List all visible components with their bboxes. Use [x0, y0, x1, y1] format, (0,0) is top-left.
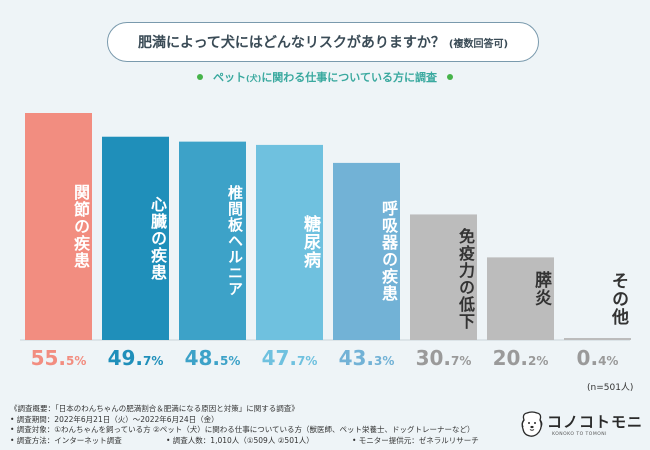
- bar-chart: [20, 113, 631, 341]
- footer-count: • 調査人数：1,010人（①509人 ②501人）: [166, 435, 314, 445]
- bar-1: [25, 113, 92, 340]
- footer-heading: 《調査概要：「日本のわんちゃんの肥満割合＆肥満になる原因と対策」に関する調査》: [10, 404, 299, 413]
- footer-provider: • モニター提供元：ゼネラルリサーチ: [352, 435, 479, 445]
- chart-title: 肥満によって犬にはどんなリスクがありますか？: [137, 35, 445, 51]
- value-label-8: 0.4%: [576, 346, 619, 370]
- bar-2: [102, 136, 169, 340]
- bar-label-7: 膵炎: [531, 271, 551, 308]
- subtitle-pre: ペット: [213, 71, 246, 84]
- bar-5: [333, 162, 400, 340]
- title-banner: 肥満によって犬にはどんなリスクがありますか？ (複数回答可): [107, 22, 539, 62]
- footer-target: • 調査対象：①わんちゃんを飼っている方 ②ペット（犬）に関わる仕事についている…: [10, 425, 475, 434]
- bullet-dot-right: [446, 74, 453, 80]
- chart-title-note: (複数回答可): [448, 38, 509, 50]
- value-label-4: 47.7%: [261, 346, 318, 370]
- bar-label-6: 免疫力の低下: [456, 228, 475, 331]
- value-label-7: 20.2%: [492, 346, 549, 370]
- bar-label-4: 糖尿病: [300, 215, 320, 270]
- survey-subtitle: ペット(犬)に関わる仕事についている方に調査: [0, 69, 650, 85]
- bar-label-2: 心臓の疾患: [148, 195, 167, 281]
- logo-wordmark: コノコトモニ: [547, 413, 644, 431]
- subtitle-post: に関わる仕事についている方に調査: [261, 71, 437, 84]
- subtitle-mid: (犬): [246, 74, 262, 83]
- value-label-1: 55.5%: [30, 346, 87, 370]
- bar-label-1: 関節の疾患: [71, 184, 90, 269]
- bar-3: [179, 141, 246, 340]
- bar-label-8: その他: [608, 272, 628, 326]
- value-label-5: 43.3%: [338, 346, 395, 370]
- bar-7: [487, 257, 554, 340]
- value-label-3: 48.5%: [184, 346, 241, 370]
- bar-4: [256, 144, 323, 340]
- bar-label-3: 椎間板ヘルニア: [226, 184, 244, 297]
- sample-size-note: (n=501人): [587, 383, 634, 393]
- brand-logo: コノコトモニ KONOKO TO TOMONI: [519, 408, 644, 444]
- bullet-dot-left: [197, 74, 203, 80]
- dog-logo-icon: [521, 411, 543, 437]
- footer-period: • 調査期間：2022年6月21日（火）～2022年6月24日（金）: [10, 414, 219, 424]
- value-label-6: 30.7%: [415, 346, 472, 370]
- value-label-2: 49.7%: [107, 346, 164, 370]
- logo-tagline: KONOKO TO TOMONI: [552, 432, 607, 437]
- bar-6: [410, 214, 477, 340]
- bar-8: [564, 338, 631, 340]
- bar-label-5: 呼吸器の疾患: [379, 200, 398, 303]
- survey-footer: 《調査概要：「日本のわんちゃんの肥満割合＆肥満になる原因と対策」に関する調査》 …: [10, 404, 510, 446]
- footer-method: • 調査方法：インターネット調査: [10, 435, 122, 445]
